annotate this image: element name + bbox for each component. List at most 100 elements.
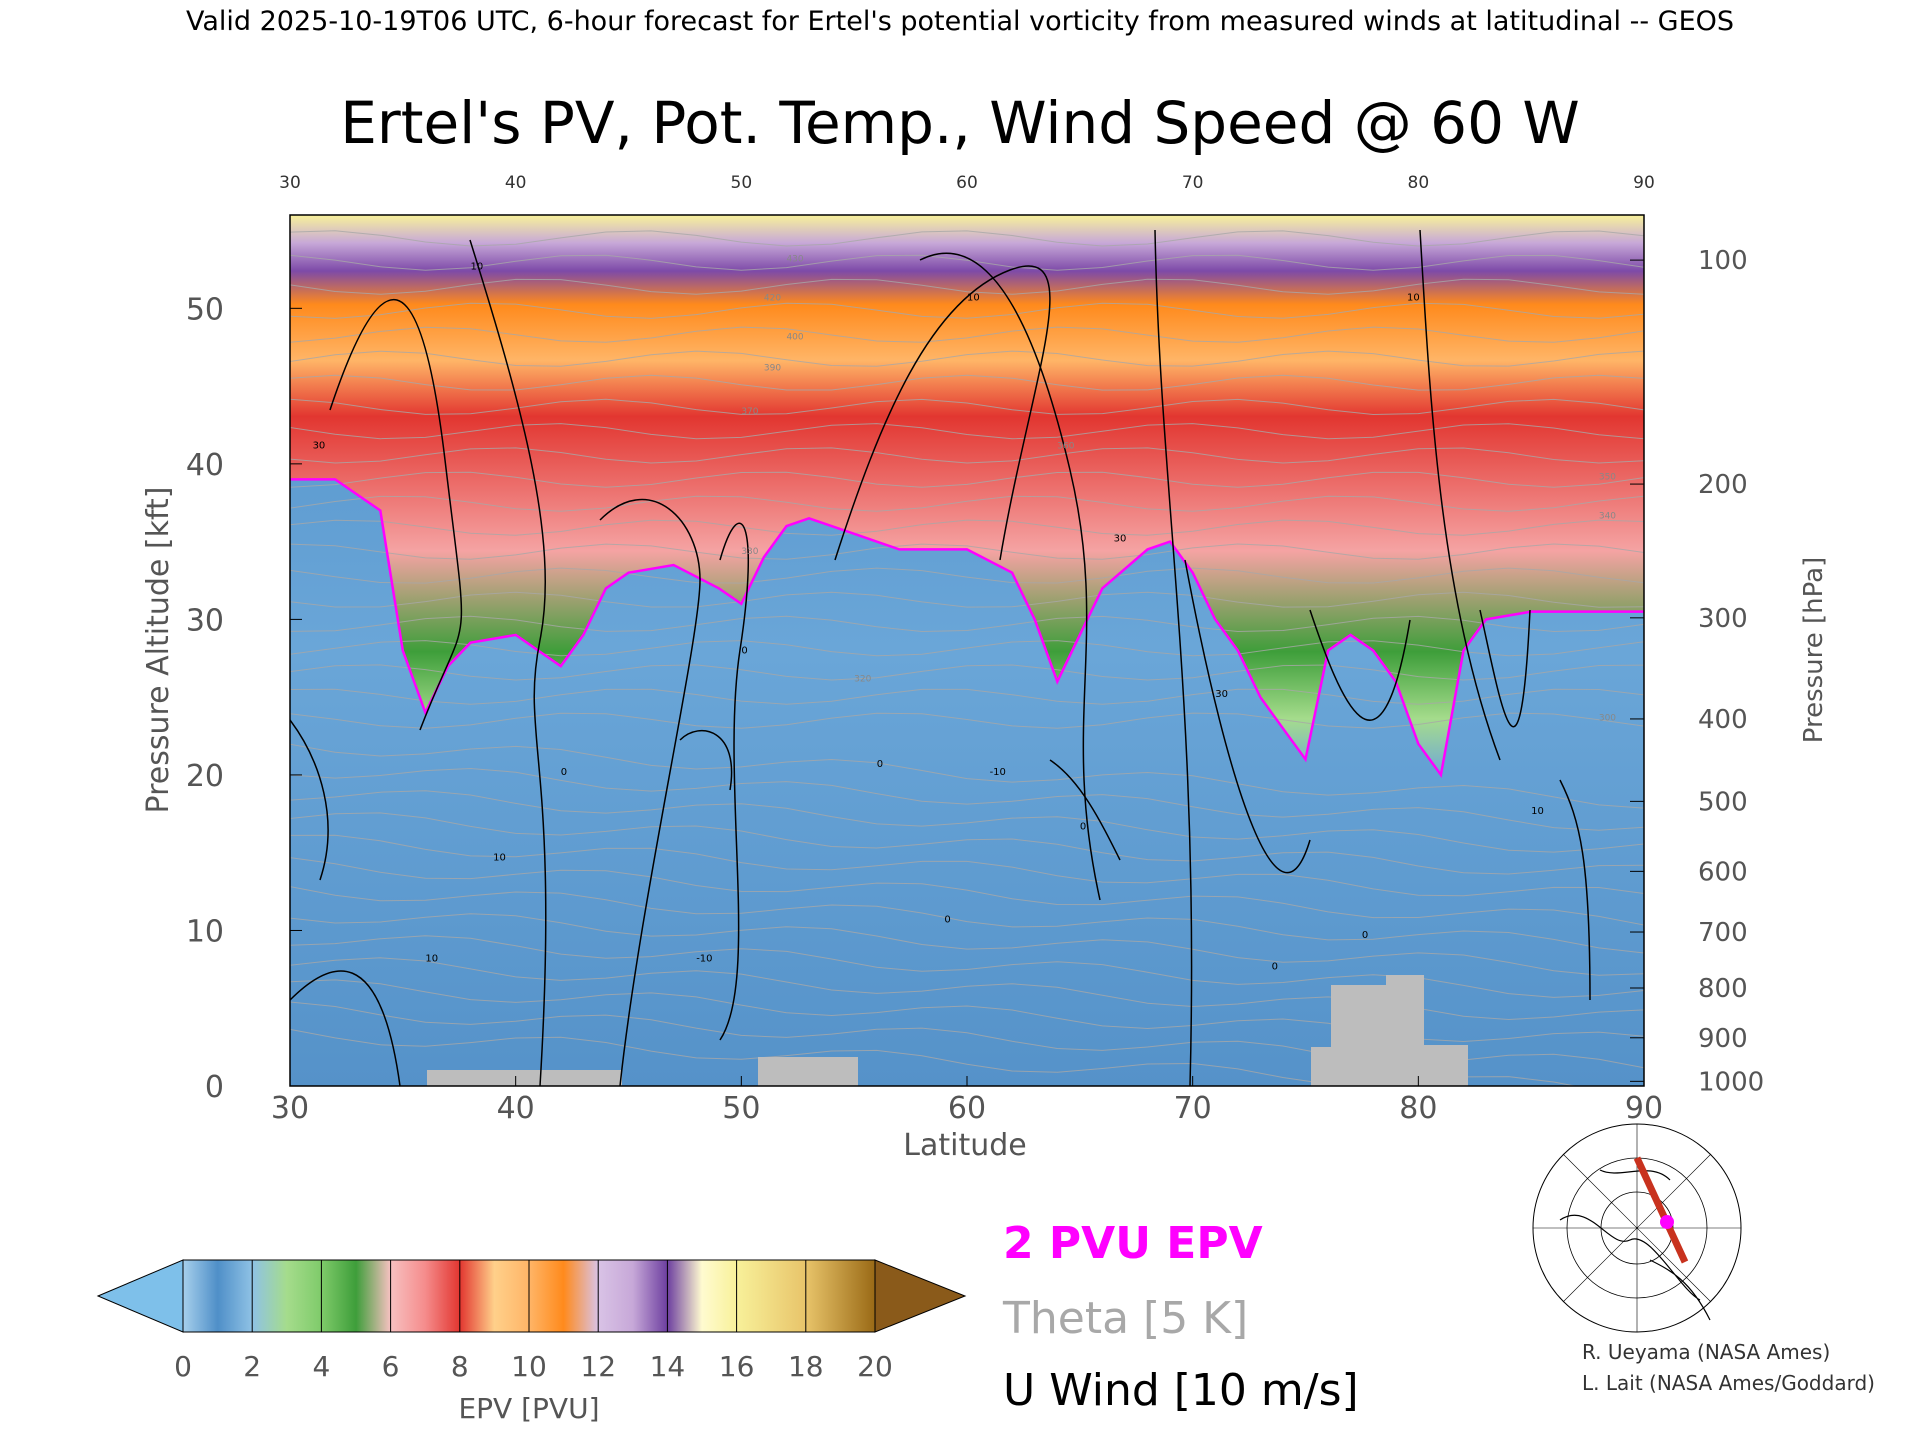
- y-right-tick-label: 300: [1698, 604, 1748, 634]
- theta-contour-label: 390: [764, 364, 781, 374]
- x-tick-label: 60: [948, 1091, 986, 1126]
- colorbar-tick-label: 18: [788, 1350, 824, 1383]
- credit-line-1: R. Ueyama (NASA Ames): [1582, 1340, 1830, 1364]
- credit-line-2: L. Lait (NASA Ames/Goddard): [1582, 1371, 1875, 1395]
- wind-contour-label: 30: [1215, 689, 1228, 700]
- theta-contour-label: 420: [764, 294, 781, 304]
- y-left-axis: 0 10 20 30 40 50: [186, 292, 302, 1105]
- wind-contour-label: 0: [1272, 961, 1278, 972]
- y-left-tick-label: 30: [186, 603, 224, 638]
- map-coastlines: [1559, 1169, 1711, 1321]
- terrain-mask: [427, 975, 1468, 1086]
- wind-contour-label: 30: [1114, 534, 1127, 545]
- colorbar-tick-label: 4: [312, 1350, 330, 1383]
- colorbar-tick-label: 12: [580, 1350, 616, 1383]
- colorbar-tick-label: 14: [650, 1350, 686, 1383]
- y-right-tick-label: 800: [1698, 974, 1748, 1004]
- y-right-tick-label: 200: [1698, 470, 1748, 500]
- map-location-marker: [1660, 1215, 1674, 1229]
- y-left-axis-label: Pressure Altitude [kft]: [141, 487, 176, 814]
- terrain-block: [1331, 985, 1386, 1086]
- theta-contour: [290, 567, 1644, 584]
- x-tick-label: 40: [497, 1091, 535, 1126]
- y-right-axis-label: Pressure [hPa]: [1799, 557, 1829, 744]
- stratosphere-fill: [290, 215, 1644, 775]
- u-wind-contour: [1049, 759, 1121, 861]
- wind-contour-label: 10: [1407, 293, 1420, 304]
- theta-contour: [290, 886, 1644, 954]
- y-right-tick-label: 100: [1698, 246, 1748, 276]
- terrain-block: [1424, 1045, 1468, 1086]
- u-wind-contour: [469, 239, 547, 1086]
- y-left-tick-label: 50: [186, 292, 224, 327]
- locator-map: [1532, 1123, 1742, 1333]
- x-tick-label: 90: [1625, 1091, 1663, 1126]
- theta-contour: [290, 350, 1644, 367]
- legend-u-wind: U Wind [10 m/s]: [1003, 1365, 1359, 1416]
- theta-contour-label: 430: [786, 255, 803, 265]
- x-axis: 30 40 50 60 70 80 90: [271, 1076, 1663, 1126]
- theta-contour: [290, 374, 1644, 391]
- theta-contour-label: 330: [741, 547, 758, 557]
- y-right-tick-label: 400: [1698, 705, 1748, 735]
- u-wind-contour: [1559, 779, 1591, 1001]
- wind-contour-label: 10: [425, 954, 438, 965]
- theta-contour: [290, 790, 1644, 853]
- wind-labels: 10 10 10 30 30 30 0 0 0 -10 0 10 10 0 0 0 10 -10: [313, 261, 1544, 972]
- map-meridians: [1533, 1124, 1741, 1332]
- theta-contour: [290, 664, 1644, 681]
- y-right-tick-label: 500: [1698, 787, 1748, 817]
- legend-pv-2pvu: 2 PVU EPV: [1003, 1218, 1263, 1269]
- theta-contour: [290, 834, 1644, 897]
- theta-contour-label: 320: [854, 675, 871, 685]
- theta-contour-label: 370: [741, 407, 758, 417]
- x-top-tick-label: 70: [1182, 173, 1204, 193]
- valid-header: Valid 2025-10-19T06 UTC, 6-hour forecast…: [186, 6, 1734, 37]
- theta-contour: [290, 640, 1644, 657]
- wind-contour-label: 10: [967, 293, 980, 304]
- colorbar-tick-label: 8: [451, 1350, 469, 1383]
- u-wind-contour: [679, 729, 733, 791]
- terrain-block: [427, 1070, 622, 1086]
- x-top-tick-label: 30: [279, 173, 301, 193]
- u-wind-contour: [1154, 229, 1193, 1086]
- colorbar-tick-label: 6: [382, 1350, 400, 1383]
- colorbar-over-arrow: [874, 1259, 967, 1333]
- x-top-axis: 30 40 50 60 70 80 90: [279, 173, 1655, 193]
- terrain-block: [1386, 975, 1424, 1086]
- colorbar-label: EPV [PVU]: [458, 1392, 599, 1425]
- theta-contour: [290, 543, 1644, 560]
- wind-contour-label: 0: [741, 646, 747, 657]
- theta-contour: [290, 743, 1644, 809]
- u-wind-contour: [834, 265, 1051, 561]
- x-top-tick-label: 60: [956, 173, 978, 193]
- legend-theta: Theta [5 K]: [1002, 1293, 1248, 1344]
- terrain-block: [758, 1057, 858, 1086]
- map-cross-section-line: [1633, 1156, 1689, 1264]
- x-top-tick-label: 40: [505, 173, 527, 193]
- wind-contour-label: 0: [561, 767, 567, 778]
- x-tick-label: 80: [1399, 1091, 1437, 1126]
- theta-contour: [290, 254, 1644, 271]
- x-tick-label: 30: [271, 1091, 309, 1126]
- u-wind-contour: [919, 252, 1101, 901]
- u-wind-contour: [599, 498, 701, 1086]
- u-wind-contour: [290, 970, 401, 1086]
- y-right-tick-label: 1000: [1698, 1067, 1764, 1097]
- theta-contour: [290, 302, 1644, 319]
- legend: 2 PVU EPV Theta [5 K] U Wind [10 m/s]: [1002, 1218, 1359, 1416]
- theta-contour-label: 400: [786, 332, 803, 342]
- theta-contour: [290, 326, 1644, 343]
- x-axis-label: Latitude: [903, 1128, 1026, 1163]
- terrain-block: [1311, 1047, 1331, 1086]
- theta-contour-label: 340: [1599, 511, 1616, 521]
- theta-contour: [290, 278, 1644, 295]
- u-wind-contours: [290, 229, 1591, 1086]
- wind-contour-label: 10: [471, 261, 484, 272]
- theta-contour: [290, 423, 1644, 440]
- u-wind-contour: [1309, 609, 1411, 721]
- theta-contour: [290, 712, 1644, 729]
